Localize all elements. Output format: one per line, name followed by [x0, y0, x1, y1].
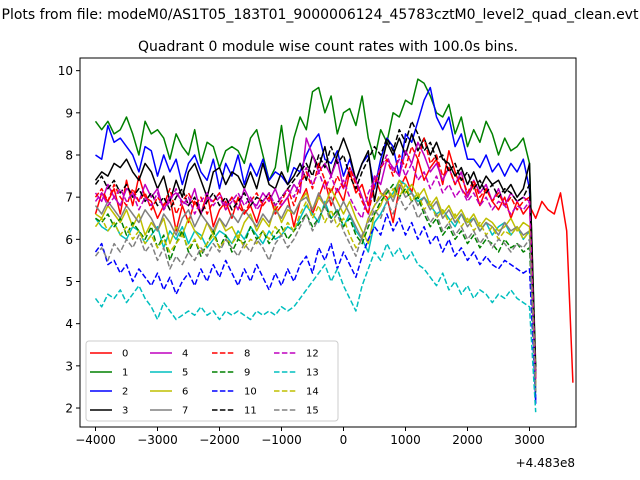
- axes-frame: [79, 57, 577, 428]
- series-line-1: [94, 78, 537, 366]
- y-tick-label: 6: [65, 233, 73, 247]
- x-tick-label: 0: [340, 433, 348, 447]
- series-line-13: [94, 242, 537, 413]
- x-tick-label: −4000: [75, 433, 116, 447]
- x-tick-label: −1000: [261, 433, 302, 447]
- legend-label-9: 9: [244, 368, 250, 379]
- y-tick-label: 3: [65, 359, 73, 373]
- series-line-11: [94, 120, 537, 371]
- y-axis: 2 3 4 5 6 7 8 9 10: [58, 64, 80, 416]
- x-tick-label: −2000: [199, 433, 240, 447]
- legend-label-2: 2: [122, 387, 128, 398]
- series-line-0: [94, 150, 574, 383]
- x-tick-label: 3000: [514, 433, 545, 447]
- legend-label-4: 4: [182, 349, 188, 360]
- series-layer: [94, 78, 574, 413]
- legend-label-13: 13: [306, 368, 319, 379]
- legend-label-5: 5: [182, 368, 188, 379]
- y-tick-label: 9: [65, 106, 73, 120]
- series-line-2: [95, 86, 537, 404]
- series-line-15: [94, 196, 537, 392]
- y-tick-label: 8: [65, 148, 73, 162]
- figure-suptitle: Plots from file: modeM0/AS1T05_183T01_90…: [2, 7, 639, 23]
- legend-label-3: 3: [122, 406, 128, 417]
- series-line-7: [94, 183, 537, 387]
- series-line-9: [95, 183, 537, 396]
- legend-label-6: 6: [182, 387, 188, 398]
- chart-title: Quadrant 0 module wise count rates with …: [138, 39, 518, 55]
- x-axis-offset-label: +4.483e8: [516, 456, 575, 470]
- legend-label-0: 0: [122, 349, 128, 360]
- y-tick-label: 5: [65, 275, 73, 289]
- x-tick-label: 2000: [452, 433, 483, 447]
- legend-label-14: 14: [306, 387, 319, 398]
- y-tick-label: 7: [65, 191, 73, 205]
- legend-label-7: 7: [182, 406, 188, 417]
- legend-label-8: 8: [244, 349, 250, 360]
- x-axis: −4000 −3000 −2000 −1000 0 1000 2000 3000: [75, 427, 545, 447]
- series-line-12: [94, 154, 537, 383]
- y-tick-label: 10: [58, 64, 73, 78]
- plot-area: [79, 57, 577, 428]
- legend-label-1: 1: [122, 368, 128, 379]
- legend-label-11: 11: [244, 406, 257, 417]
- legend-box: [85, 340, 339, 422]
- y-tick-label: 2: [65, 402, 73, 416]
- legend-label-15: 15: [306, 406, 319, 417]
- series-line-10: [94, 213, 537, 400]
- x-tick-label: 1000: [390, 433, 421, 447]
- series-line-14: [94, 183, 537, 387]
- x-tick-label: −3000: [137, 433, 178, 447]
- legend-label-10: 10: [244, 387, 257, 398]
- legend-label-12: 12: [306, 349, 319, 360]
- y-tick-label: 4: [65, 317, 73, 331]
